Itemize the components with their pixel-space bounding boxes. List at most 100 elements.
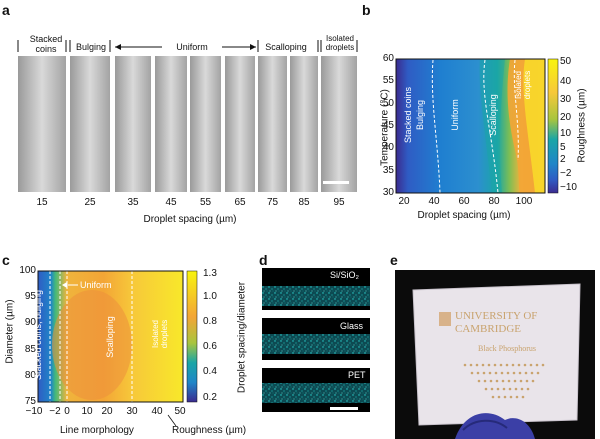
printed-dot [523,363,527,367]
c-colorbar-tick: 0.2 [203,392,217,403]
b-ytick-label: 45 [382,120,394,131]
region-bulging: Bulging [415,99,425,131]
panel-a-figure [18,56,357,192]
printed-dot [505,363,509,367]
spacing-tick-label: 45 [165,197,177,208]
line-image-strip [190,56,221,192]
printed-dot [487,363,491,367]
b-colorbar-tick: 40 [560,76,572,87]
regime-scalloping: Scalloping [265,42,307,52]
panel-a-xlabel: Droplet spacing (µm) [143,214,237,225]
printed-dot [470,371,474,375]
panel-c-ylabel: Diameter (µm) [4,299,16,364]
panel-c-xlabel-left: Line morphology [60,425,134,436]
c-xtick-label: −2 [49,406,61,417]
line-image-strip [225,56,255,192]
printed-dot [514,387,518,391]
b-ytick-label: 30 [382,187,394,198]
b-colorbar-tick: 5 [560,142,566,153]
printed-dot [508,387,512,391]
printed-dot [499,363,503,367]
b-colorbar-tick: 50 [560,56,572,67]
printed-dot [530,371,534,375]
c-xtick-label: −10 [25,406,43,417]
b-ytick-label: 40 [382,142,394,154]
regime-uniform: Uniform [162,42,222,52]
c-colorbar-tick: 1.0 [203,291,217,302]
c-xtick-label: 30 [126,406,138,417]
printed-dot [469,363,473,367]
line-image-strip [321,56,357,192]
printed-dot [513,379,517,383]
b-colorbar-tick: 20 [560,112,572,123]
printed-dot [515,395,519,399]
line-image-strip [155,56,187,192]
panel-b-colorbar-label: Roughness (µm) [576,88,588,163]
printed-dot [526,387,530,391]
roughness-tick-connector [167,414,177,427]
b-xtick-label: 100 [515,196,533,207]
regime-bulging: Bulging [75,42,107,52]
printed-dot [463,363,467,367]
printed-dot [482,371,486,375]
region-scalloping: Scalloping [488,94,498,136]
printed-dot [489,379,493,383]
panel-d-images [262,268,370,412]
black-phosphorus-text: Black Phosphorus [478,344,536,353]
printed-dot [517,363,521,367]
printed-dot [506,371,510,375]
c-colorbar-tick: 0.4 [203,366,217,377]
regime-isolated-droplets: Isolated droplets [325,34,355,52]
printed-dot [494,371,498,375]
spacing-tick-label: 85 [298,197,310,208]
printed-dot [477,379,481,383]
printed-dot [497,395,501,399]
logo-text-line2: CAMBRIDGE [455,323,522,335]
c-ytick-label: 85 [24,343,36,355]
region-stacked-coins: Stacked coins [403,86,413,144]
printed-dot [495,379,499,383]
panel-c-label: c [2,252,10,268]
substrate-glass: Glass [340,321,364,331]
printed-dot [507,379,511,383]
c-xtick-label: 50 [174,406,186,417]
printed-dot [490,387,494,391]
b-xtick-label: 80 [488,196,500,207]
c-xtick-label: 20 [101,406,113,417]
printed-dot [512,371,516,375]
panel-c-plot [37,270,198,403]
b-xtick-label: 40 [428,196,440,207]
panel-e-label: e [390,252,398,268]
printed-dot [520,387,524,391]
printed-dot [502,387,506,391]
b-xtick-label: 20 [398,196,410,207]
c-ytick-label: 75 [24,396,36,407]
b-ytick-label: 50 [382,97,394,109]
panel-b-xlabel: Droplet spacing (µm) [417,210,511,221]
printed-dot [519,379,523,383]
panel-c-colorbar-label: Droplet spacing/diameter [236,281,248,394]
b-colorbar-tick: 10 [560,128,572,139]
printed-dot [500,371,504,375]
printed-dot [503,395,507,399]
panel-c-xlabel-right: Roughness (µm) [172,425,247,436]
printed-dot [501,379,505,383]
b-ytick-label: 35 [382,164,394,176]
panel-d-label: d [259,252,268,268]
printed-dot [536,371,540,375]
region-isolated-droplets: Isolated droplets [514,70,532,100]
c-colorbar-tick: 1.3 [203,268,217,279]
panel-b-label: b [362,2,371,18]
region-c-scalloping: Scalloping [105,316,115,358]
spacing-tick-label: 15 [36,197,48,208]
b-colorbar-tick: 2 [560,154,566,165]
line-image-strip [115,56,151,192]
line-image-strip [70,56,110,192]
printed-dot [493,363,497,367]
printed-dot [518,371,522,375]
region-c-uniform: Uniform [80,280,112,290]
spacing-tick-label: 75 [266,197,279,208]
printed-dot [529,363,533,367]
b-ytick-label: 60 [382,53,394,64]
region-c-isolated: Isolated droplets [151,319,169,349]
